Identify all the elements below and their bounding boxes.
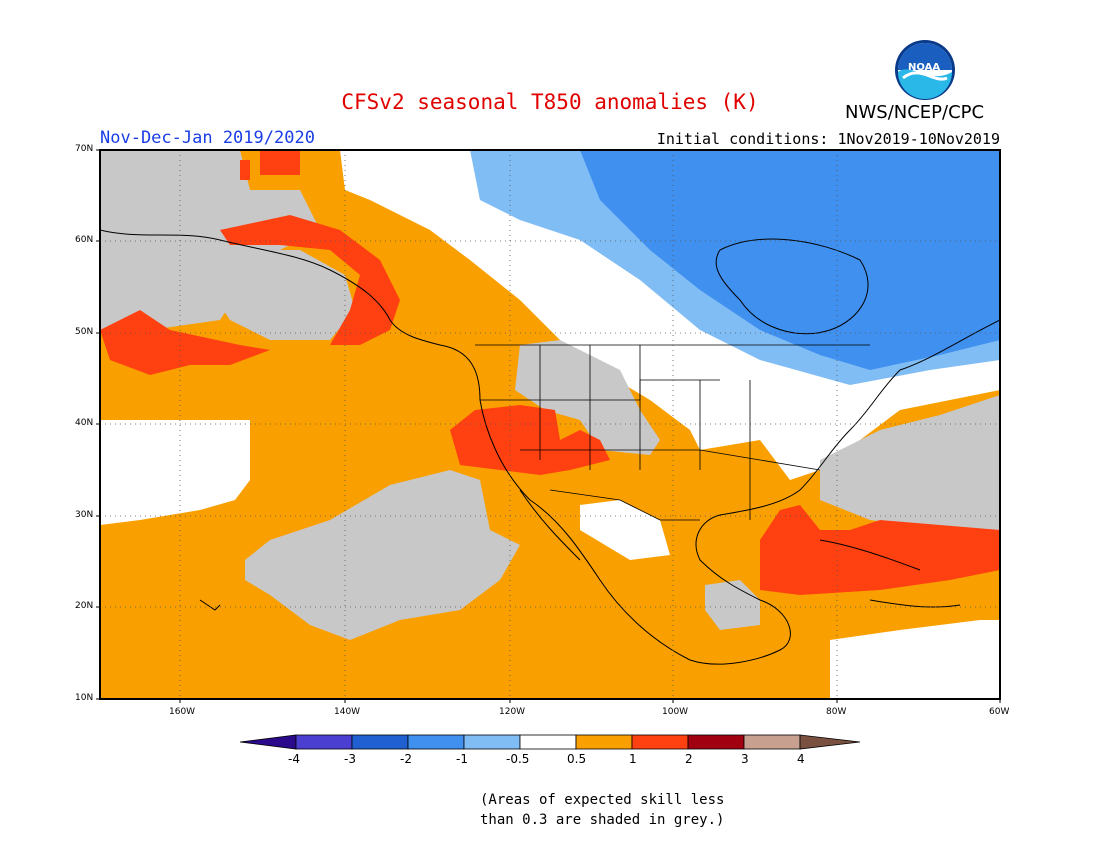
warm-anomaly-florida — [760, 505, 1000, 595]
colorbar-tick: 4 — [797, 752, 805, 766]
low-skill-gulf-of-alaska — [210, 250, 355, 340]
warm-anomaly-nw-canada — [240, 160, 250, 180]
skill-note-line2: than 0.3 are shaded in grey.) — [480, 812, 725, 828]
colorbar-swatch — [295, 734, 353, 750]
neutral-mexico — [580, 500, 670, 560]
low-skill-east — [820, 395, 1000, 530]
lon-label: 140W — [334, 707, 361, 717]
colorbar-tick: 1 — [629, 752, 637, 766]
coastlines — [100, 229, 1000, 665]
warm-anomaly-pacific — [100, 310, 270, 375]
lat-label: 20N — [75, 601, 94, 611]
colorbar-tick: -3 — [344, 752, 356, 766]
lat-label: 30N — [75, 510, 94, 520]
colorbar-swatch — [631, 734, 689, 750]
colorbar-swatch — [463, 734, 521, 750]
map-title: CFSv2 seasonal T850 anomalies (K) — [341, 90, 759, 114]
lat-label: 10N — [75, 693, 94, 703]
colorbar-swatch — [743, 734, 801, 750]
neutral-pacific — [100, 420, 250, 525]
lon-label: 100W — [662, 707, 689, 717]
colorbar-swatch — [687, 734, 745, 750]
noaa-logo-text: NOAA — [908, 62, 941, 73]
low-skill-alaska — [100, 150, 320, 330]
warm-anomaly-alaska-arc — [220, 215, 400, 345]
warm-anomaly-nw-canada-2 — [260, 150, 300, 175]
lon-label: 160W — [169, 707, 196, 717]
lon-label: 60W — [989, 707, 1010, 717]
lat-label: 70N — [75, 144, 94, 154]
cold-anomaly-medium — [580, 150, 1000, 370]
colorbar-tick: -1 — [456, 752, 468, 766]
colorbar-tick: -4 — [288, 752, 300, 766]
colorbar-swatch-below-minus-4 — [239, 734, 297, 750]
warm-anomaly-southwest — [450, 405, 610, 475]
lat-label: 40N — [75, 418, 94, 428]
neutral-region — [340, 150, 1000, 480]
colorbar-tick: -0.5 — [506, 752, 530, 766]
colorbar-swatch-above-4 — [799, 734, 861, 750]
season-label: Nov-Dec-Jan 2019/2020 — [100, 128, 315, 148]
initial-conditions-label: Initial conditions: 1Nov2019-10Nov2019 — [656, 130, 1000, 148]
lon-label: 120W — [499, 707, 526, 717]
colorbar-tick: -2 — [400, 752, 412, 766]
lat-label: 50N — [75, 327, 94, 337]
lon-label: 80W — [826, 707, 847, 717]
colorbar-tick: 0.5 — [567, 752, 587, 766]
axis-ticks — [96, 149, 1001, 703]
colorbar-swatch — [351, 734, 409, 750]
colorbar — [239, 734, 861, 750]
colorbar-swatch — [575, 734, 633, 750]
low-skill-west-us — [515, 340, 660, 455]
skill-note-line1: (Areas of expected skill less — [480, 792, 725, 808]
political-borders — [475, 344, 870, 521]
graticule — [100, 150, 1000, 699]
colorbar-tick: 2 — [685, 752, 693, 766]
lat-label: 60N — [75, 235, 94, 245]
colorbar-tick: 3 — [741, 752, 749, 766]
noaa-logo — [895, 40, 955, 100]
agency-label: NWS/NCEP/CPC — [845, 102, 985, 123]
colorbar-swatch — [519, 734, 577, 750]
low-skill-pacific — [245, 470, 520, 640]
colorbar-swatch — [407, 734, 465, 750]
neutral-caribbean — [830, 620, 1000, 699]
